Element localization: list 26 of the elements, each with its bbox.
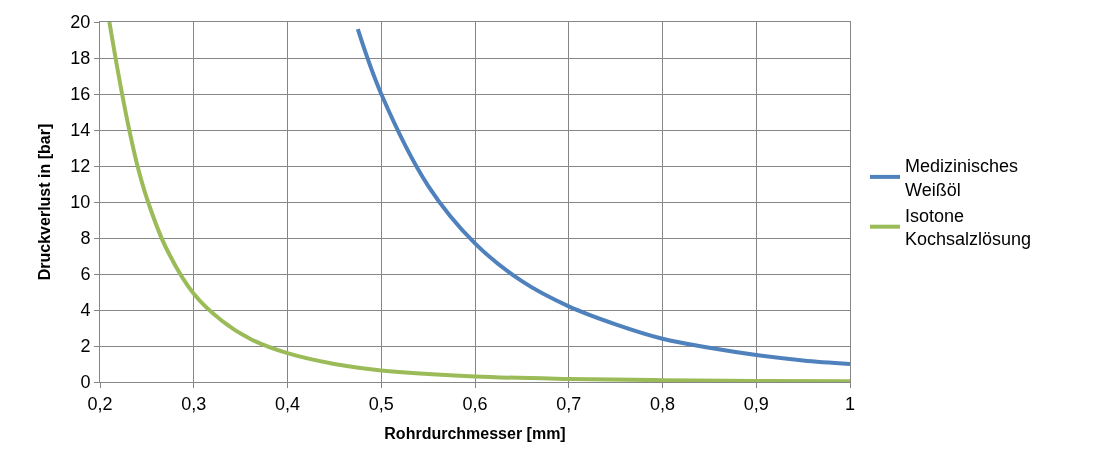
legend-label: Medizinisches Weißöl	[905, 156, 1019, 200]
y-tick-label: 20	[70, 12, 91, 33]
x-tick-label: 0,6	[462, 393, 488, 414]
y-tick-label: 8	[80, 228, 91, 249]
x-tick-label: 0,3	[181, 393, 207, 414]
y-tick-label: 2	[80, 336, 91, 357]
x-tick-label: 0,9	[743, 393, 769, 414]
x-tick-label: 0,8	[649, 393, 676, 414]
y-tick-label: 12	[70, 156, 91, 177]
x-tick-label: 0,2	[87, 393, 113, 414]
y-tick-label: 4	[80, 300, 91, 321]
line-series	[107, 22, 850, 382]
legend-label: Isotone Kochsalzlösung	[905, 206, 1032, 250]
x-tick-label: 0,4	[274, 393, 301, 414]
y-tick-label: 14	[70, 120, 91, 141]
y-tick-label: 6	[80, 264, 91, 285]
x-tick-label: 1	[844, 393, 856, 414]
x-axis-title: Rohrdurchmesser [mm]	[384, 425, 566, 443]
x-tick-label: 0,7	[556, 393, 582, 414]
line-series	[355, 27, 850, 366]
y-tick-label: 10	[70, 192, 91, 213]
y-axis-title: Druckverlust in [bar]	[36, 123, 54, 281]
x-tick-label: 0,5	[368, 393, 394, 414]
y-tick-label: 16	[70, 84, 91, 105]
y-tick-label: 0	[80, 372, 91, 393]
y-tick-label: 18	[70, 48, 91, 69]
